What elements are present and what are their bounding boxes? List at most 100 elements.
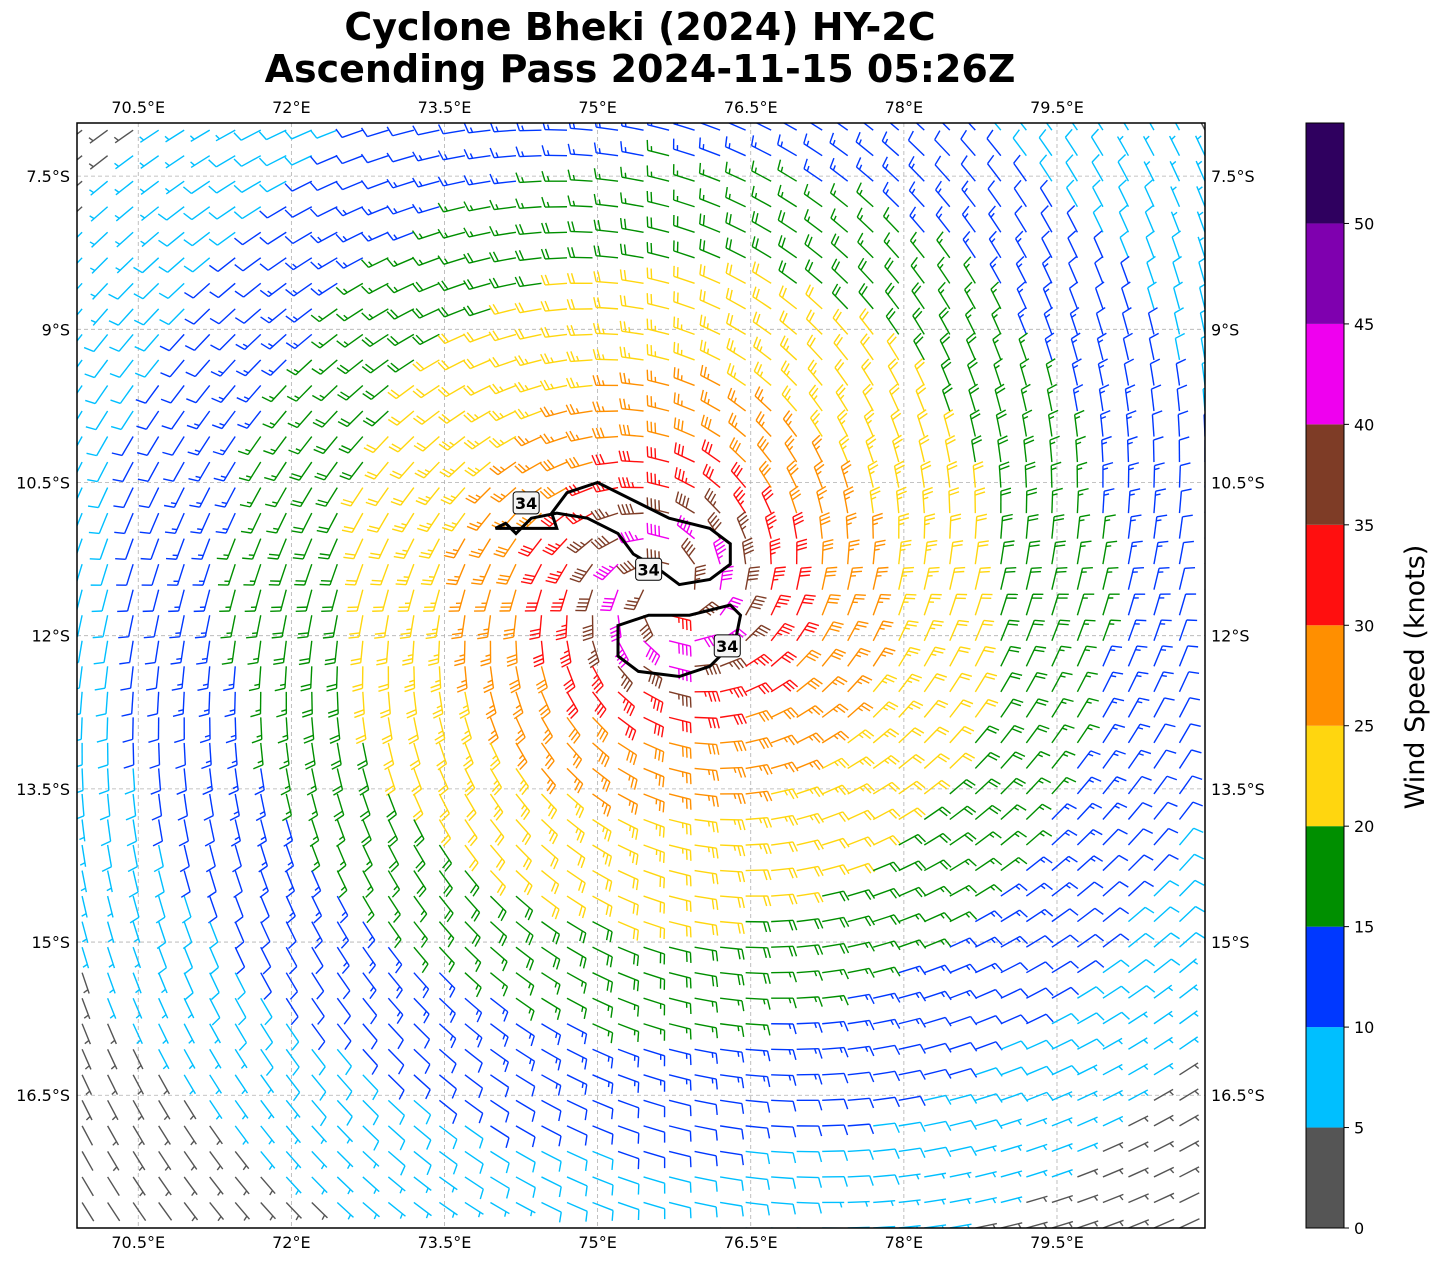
wind-barb bbox=[182, 921, 193, 950]
wind-barb bbox=[745, 764, 773, 776]
wind-barb bbox=[1077, 1194, 1099, 1204]
wind-barb bbox=[1000, 883, 1028, 897]
wind-barb bbox=[332, 768, 344, 796]
wind-barb bbox=[872, 728, 900, 744]
wind-barb bbox=[140, 538, 160, 560]
wind-barb bbox=[81, 1176, 94, 1197]
wind-barb bbox=[539, 379, 568, 391]
wind-barb bbox=[234, 1099, 249, 1120]
wind-barb bbox=[123, 742, 135, 769]
wind-barb bbox=[1153, 1088, 1174, 1101]
wind-barb bbox=[1178, 827, 1204, 846]
wind-barb bbox=[821, 837, 850, 849]
wind-barb bbox=[1000, 698, 1024, 718]
wind-barb bbox=[1076, 514, 1091, 539]
wind-barb bbox=[872, 593, 892, 616]
colorbar-bin bbox=[1306, 1027, 1344, 1128]
wind-barb bbox=[946, 460, 958, 488]
wind-barb bbox=[88, 129, 109, 144]
wind-barb bbox=[922, 486, 934, 514]
wind-barb bbox=[248, 666, 262, 692]
wind-barb bbox=[311, 1176, 328, 1195]
wind-barb bbox=[260, 1125, 275, 1145]
wind-barb bbox=[949, 593, 968, 616]
wind-barb bbox=[1102, 1089, 1124, 1101]
wind-barb bbox=[1015, 256, 1027, 284]
wind-barb bbox=[443, 538, 466, 559]
wind-barb bbox=[593, 193, 619, 208]
wind-barb bbox=[353, 691, 365, 719]
wind-barb bbox=[284, 231, 313, 245]
wind-barb bbox=[567, 221, 593, 233]
wind-barb bbox=[490, 1227, 492, 1228]
wind-barb bbox=[643, 1074, 666, 1092]
wind-barb bbox=[336, 972, 351, 1000]
wind-barb bbox=[220, 615, 236, 639]
wind-barb bbox=[106, 895, 114, 918]
wind-barb bbox=[85, 385, 109, 405]
wind-barb bbox=[796, 732, 825, 744]
wind-barb bbox=[233, 155, 262, 167]
wind-barb bbox=[821, 539, 834, 565]
wind-barb bbox=[673, 240, 695, 259]
wind-barb bbox=[1097, 358, 1108, 386]
wind-barb bbox=[279, 742, 290, 770]
wind-barb bbox=[770, 651, 797, 667]
wind-barb bbox=[898, 807, 926, 821]
wind-barb bbox=[822, 1124, 849, 1136]
lon-tick-label-top: 76.5°E bbox=[724, 98, 778, 117]
wind-barb bbox=[668, 1125, 692, 1142]
wind-barb bbox=[1051, 1091, 1073, 1101]
title-line-2: Ascending Pass 2024-11-15 05:26Z bbox=[264, 47, 1016, 91]
wind-barb bbox=[235, 1227, 237, 1228]
wind-barb bbox=[437, 280, 466, 292]
wind-barb bbox=[1178, 879, 1205, 897]
wind-barb bbox=[268, 563, 287, 586]
wind-barb bbox=[1170, 186, 1181, 208]
wind-barb bbox=[184, 282, 211, 299]
wind-barb bbox=[924, 1042, 952, 1053]
wind-barb bbox=[1045, 123, 1053, 131]
wind-barb bbox=[1026, 1039, 1054, 1050]
wind-barb bbox=[362, 1176, 380, 1194]
wind-barb bbox=[541, 196, 567, 208]
wind-barb bbox=[255, 793, 266, 822]
wind-barb bbox=[541, 222, 568, 234]
wind-barb bbox=[540, 818, 559, 845]
wind-barb bbox=[1196, 211, 1205, 233]
wind-barb bbox=[285, 282, 313, 297]
wind-barb bbox=[490, 1099, 510, 1123]
wind-barb bbox=[872, 887, 901, 899]
wind-barb bbox=[796, 865, 824, 877]
wind-barb bbox=[514, 302, 542, 314]
wind-barb bbox=[1198, 283, 1205, 310]
wind-barb bbox=[224, 691, 236, 718]
colorbar-tick-label: 35 bbox=[1354, 516, 1374, 535]
wind-barb bbox=[646, 446, 670, 463]
wind-barb bbox=[261, 359, 287, 376]
wind-barb bbox=[1102, 488, 1115, 514]
wind-barb bbox=[575, 589, 594, 612]
wind-barb bbox=[214, 487, 236, 508]
wind-barb bbox=[387, 972, 403, 999]
wind-barb bbox=[77, 155, 83, 161]
colorbar-bin bbox=[1306, 625, 1344, 726]
wind-barb bbox=[175, 742, 187, 770]
wind-barb bbox=[566, 972, 587, 994]
wind-barb bbox=[126, 819, 138, 847]
wind-barb bbox=[343, 538, 364, 560]
wind-barb bbox=[751, 236, 772, 259]
wind-barb bbox=[437, 768, 449, 796]
wind-barb bbox=[796, 891, 824, 904]
wind-barb bbox=[847, 674, 873, 693]
wind-barb bbox=[376, 640, 390, 666]
wind-barb bbox=[1127, 593, 1146, 616]
wind-barb bbox=[770, 622, 795, 642]
wind-barb bbox=[796, 1047, 823, 1059]
wind-barb bbox=[117, 589, 134, 613]
wind-barb bbox=[592, 767, 611, 792]
contour-label: 34 bbox=[638, 560, 660, 579]
wind-barb bbox=[862, 383, 874, 412]
wind-barb bbox=[362, 410, 389, 427]
wind-barb bbox=[822, 994, 849, 1006]
